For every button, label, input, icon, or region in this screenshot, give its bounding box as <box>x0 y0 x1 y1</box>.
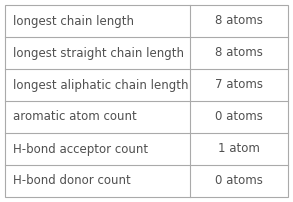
Text: aromatic atom count: aromatic atom count <box>13 110 137 123</box>
Text: longest chain length: longest chain length <box>13 15 134 27</box>
Text: H-bond donor count: H-bond donor count <box>13 175 131 187</box>
Text: 7 atoms: 7 atoms <box>215 79 263 92</box>
Text: H-bond acceptor count: H-bond acceptor count <box>13 142 148 156</box>
Text: 0 atoms: 0 atoms <box>215 175 263 187</box>
Text: 8 atoms: 8 atoms <box>215 15 263 27</box>
Text: 0 atoms: 0 atoms <box>215 110 263 123</box>
Text: longest aliphatic chain length: longest aliphatic chain length <box>13 79 188 92</box>
Text: longest straight chain length: longest straight chain length <box>13 46 184 60</box>
Text: 8 atoms: 8 atoms <box>215 46 263 60</box>
Text: 1 atom: 1 atom <box>218 142 260 156</box>
